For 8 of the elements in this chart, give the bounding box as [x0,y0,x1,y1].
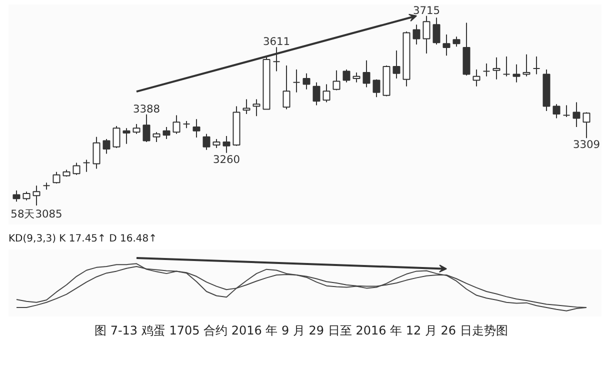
annotation: 3715 [412,4,440,17]
annotation: 3611 [262,35,290,48]
text: 图 7-13 鸡蛋 1705 合约 2016 年 9 月 29 日至 2016 年 12 月 26 日走势图 [94,324,508,338]
annotation: 58天3085 [10,208,62,221]
annotation: 3388 [132,102,160,116]
text: KD(9,3,3) K 17.45↑ D 16.48↑ [8,234,157,244]
annotation: 3309 [572,138,600,152]
annotation: 3260 [212,152,240,166]
